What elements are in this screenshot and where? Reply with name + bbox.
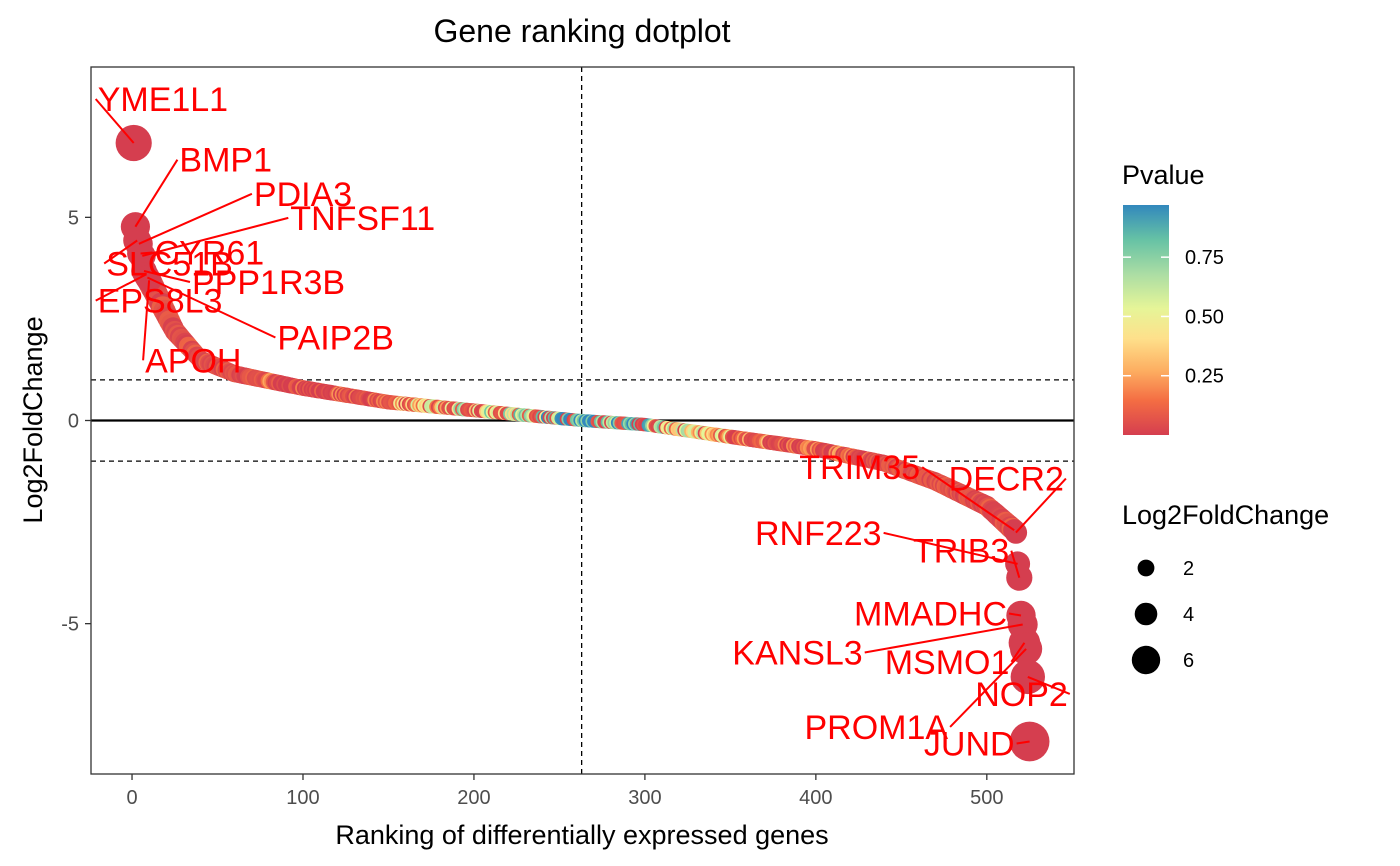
gene-label-eps8l3: EPS8L3 — [98, 283, 223, 321]
label-connector-ppp1r3b — [143, 270, 191, 283]
size-key-label: 2 — [1183, 558, 1194, 580]
label-connector-trib3 — [1010, 550, 1021, 578]
label-connector-nop2 — [1027, 675, 1071, 695]
gene-label-ppp1r3b: PPP1R3B — [192, 264, 345, 302]
label-connector-rnf223 — [883, 531, 1018, 565]
label-connector-pdia3 — [138, 192, 253, 245]
label-connector-paip2b — [146, 276, 276, 339]
gene-label-tnfsf11: TNFSF11 — [290, 200, 435, 238]
gene-label-bmp1: BMP1 — [179, 142, 272, 180]
gene-label-apoh: APOH — [145, 342, 241, 380]
x-axis: 0 100 200 300 400 500 — [126, 774, 1003, 809]
gene-label-paip2b: PAIP2B — [277, 320, 394, 358]
label-connector-apoh — [142, 280, 151, 361]
gene-label-decr2: DECR2 — [949, 461, 1064, 499]
label-connector-yme1l1 — [94, 98, 135, 144]
label-connector-msmo1 — [1010, 642, 1026, 663]
label-connector-cyr61 — [140, 251, 153, 255]
size-legend: Log2FoldChange 2 4 6 — [1122, 500, 1329, 675]
label-connector-slc51b — [103, 239, 138, 265]
size-key-label: 4 — [1183, 604, 1194, 626]
gene-label-cyr61: CYR61 — [155, 235, 265, 273]
label-connector-eps8l3 — [95, 273, 147, 302]
y-tick-label: -5 — [61, 614, 79, 636]
pvalue-colorbar-ticks: 0.25 0.50 0.75 — [1123, 247, 1224, 388]
x-tick-label: 300 — [628, 787, 661, 809]
label-connector-bmp1 — [134, 159, 179, 228]
y-axis: -5 0 5 — [61, 207, 91, 636]
size-legend-title: Log2FoldChange — [1122, 500, 1329, 530]
gene-label-jund: JUND — [924, 726, 1015, 764]
x-tick-label: 0 — [126, 787, 137, 809]
gene-label-trib3: TRIB3 — [913, 533, 1009, 571]
label-connector-prom1a — [949, 648, 1027, 728]
size-key-dot — [1131, 645, 1161, 675]
gene-label-nop2: NOP2 — [975, 676, 1068, 714]
gene-label-yme1l1: YME1L1 — [98, 81, 228, 119]
x-tick-label: 200 — [457, 787, 490, 809]
data-point-trib3 — [1006, 564, 1033, 591]
gene-label-prom1a: PROM1A — [805, 709, 949, 747]
gene-label-pdia3: PDIA3 — [254, 176, 352, 214]
y-tick-label: 5 — [68, 207, 79, 229]
size-key-dot — [1134, 602, 1158, 626]
label-connector-mmadhc — [1008, 612, 1022, 617]
colorbar-tick-label: 0.25 — [1185, 366, 1224, 388]
data-points — [115, 124, 1050, 762]
x-tick-label: 400 — [799, 787, 832, 809]
label-connector-jund — [1016, 740, 1030, 745]
pvalue-legend: Pvalue 0.25 0.50 0.75 — [1122, 160, 1224, 435]
label-connector-tnfsf11 — [142, 216, 289, 257]
x-tick-label: 500 — [970, 787, 1003, 809]
y-tick-label: 0 — [68, 411, 79, 433]
pvalue-legend-title: Pvalue — [1122, 160, 1205, 190]
label-connector-decr2 — [1015, 477, 1067, 534]
gene-label-rnf223: RNF223 — [755, 515, 882, 553]
gene-label-kansl3: KANSL3 — [732, 635, 862, 673]
pvalue-colorbar — [1123, 205, 1169, 435]
gene-label-msmo1: MSMO1 — [885, 644, 1010, 682]
label-connector-trim35 — [921, 466, 1015, 532]
y-axis-title: Log2FoldChange — [18, 316, 48, 523]
size-legend-keys: 2 4 6 — [1131, 558, 1194, 675]
x-tick-label: 100 — [286, 787, 319, 809]
gene-label-mmadhc: MMADHC — [854, 596, 1007, 634]
gene-label-trim35: TRIM35 — [799, 449, 920, 487]
chart-title: Gene ranking dotplot — [433, 13, 730, 49]
size-key-label: 6 — [1183, 650, 1194, 672]
label-connector-kansl3 — [864, 623, 1023, 654]
gene-labels: YME1L1BMP1SLC51BPDIA3CYR61TNFSF11PPP1R3B… — [94, 81, 1071, 764]
colorbar-tick-label: 0.75 — [1185, 247, 1224, 269]
colorbar-tick-label: 0.50 — [1185, 306, 1224, 328]
size-key-dot — [1137, 559, 1155, 577]
x-axis-title: Ranking of differentially expressed gene… — [335, 820, 828, 850]
